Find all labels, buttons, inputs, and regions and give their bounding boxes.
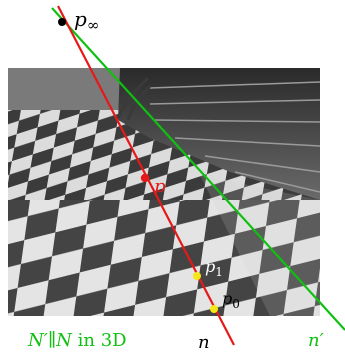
caption-parallel-3d: N′∥N in 3D bbox=[27, 330, 127, 351]
label-p0: p0 bbox=[222, 289, 240, 311]
label-p-infinity: p∞ bbox=[74, 7, 99, 34]
label-n-prime: n′ bbox=[308, 330, 324, 351]
label-p1: p1 bbox=[205, 257, 223, 279]
label-n: n bbox=[198, 332, 210, 352]
floor-photo bbox=[8, 68, 320, 316]
point-p1 bbox=[193, 272, 201, 280]
line-n-prime bbox=[51, 7, 345, 331]
stair-edges bbox=[149, 81, 320, 193]
label-p: p bbox=[154, 176, 166, 197]
point-p0 bbox=[210, 305, 218, 313]
point-infinity bbox=[58, 18, 66, 26]
point-p bbox=[140, 173, 150, 183]
